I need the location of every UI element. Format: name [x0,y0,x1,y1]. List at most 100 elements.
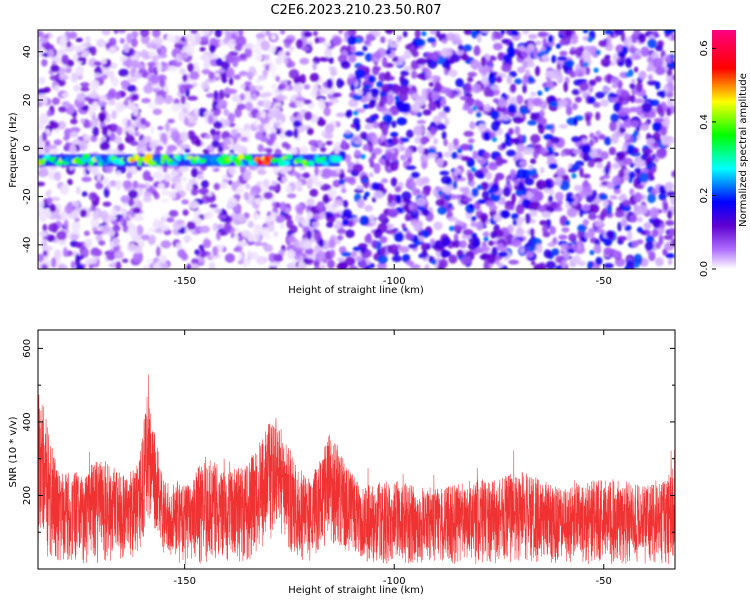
heatmap-cell [602,86,611,93]
heatmap-cell [134,131,140,137]
heatmap-cell [364,204,374,212]
heatmap-cell [38,123,44,131]
y-tick-label: -20 [22,188,33,204]
heatmap-cell [600,57,612,67]
heatmap-cell [269,132,277,142]
heatmap-cell [617,195,628,202]
heatmap-cell [123,42,130,53]
heatmap-cell [348,54,357,63]
heatmap-cell [394,232,404,242]
heatmap-cell [397,35,403,41]
heatmap-band-cell [150,161,156,166]
heatmap-cell [593,156,604,163]
heatmap-cell [652,57,664,68]
heatmap-cell [471,187,479,197]
heatmap-cell [39,230,48,238]
heatmap-cell [48,223,59,233]
heatmap-cell [317,118,326,127]
spectrogram-frame [37,29,676,270]
heatmap-cell [43,209,51,219]
heatmap-cell [645,235,655,244]
heatmap-cell [613,188,621,194]
heatmap-cell [462,197,473,202]
heatmap-band-cell [243,159,248,165]
heatmap-cell [162,164,168,173]
heatmap-cell [191,167,199,178]
heatmap-cell [348,265,358,269]
heatmap-cell [382,113,393,123]
heatmap-cell [622,157,633,165]
heatmap-cell [139,240,145,248]
heatmap-cell [91,101,99,112]
x-tick-label: -50 [596,576,612,587]
heatmap-cell [217,99,228,107]
heatmap-cell [621,204,631,212]
heatmap-cell [346,45,352,53]
heatmap-cell [487,253,496,265]
heatmap-cell [531,260,536,266]
heatmap-cell [314,181,324,187]
heatmap-cell [234,107,242,118]
heatmap-cell [394,95,400,101]
heatmap-cell [38,166,49,178]
heatmap-cell [589,132,595,139]
heatmap-cell [96,38,106,48]
heatmap-cell [589,147,598,158]
heatmap-cell [559,39,566,46]
heatmap-cell [132,207,141,214]
heatmap-cell [593,244,601,254]
heatmap-cell [58,263,68,269]
heatmap-cell [327,259,335,269]
heatmap-cell [81,191,88,197]
heatmap-cell [69,144,77,155]
heatmap-cell [51,97,61,105]
heatmap-cell [542,37,548,48]
heatmap-cell [75,65,84,76]
heatmap-cell [377,254,388,265]
heatmap-cell [47,144,57,150]
heatmap-cell [499,210,511,219]
heatmap-cell [456,194,462,200]
heatmap-cell [452,138,459,147]
heatmap-cell [210,128,216,136]
heatmap-cell [472,150,478,160]
heatmap-cell [160,225,170,232]
heatmap-cell [140,234,151,241]
heatmap-cell [585,114,591,123]
heatmap-cell [606,161,612,171]
heatmap-cell [190,188,199,196]
heatmap-cell [120,195,130,204]
heatmap-cell [643,222,652,230]
heatmap-cell [108,88,117,97]
heatmap-cell [634,157,644,168]
heatmap-cell [539,166,545,174]
heatmap-cell [358,243,368,249]
heatmap-cell [38,181,46,187]
heatmap-cell [147,226,156,232]
heatmap-cell [558,124,568,129]
heatmap-cell [140,49,148,58]
heatmap-cell [460,156,471,161]
heatmap-cell [254,85,264,91]
heatmap-cell [384,30,394,35]
heatmap-cell [631,240,639,248]
heatmap-cell [303,31,313,38]
heatmap-cell [254,224,261,229]
heatmap-cell [214,72,220,78]
heatmap-cell [244,43,255,50]
heatmap-cell [108,37,117,47]
heatmap-cell [457,174,462,180]
heatmap-cell [161,198,169,204]
heatmap-cell [74,44,83,53]
heatmap-cell [489,55,495,61]
heatmap-cell [549,225,556,235]
heatmap-cell [140,117,147,125]
heatmap-cell [280,30,286,35]
heatmap-cell [634,48,642,57]
heatmap-cell [421,30,427,37]
heatmap-cell [611,162,621,170]
heatmap-cell [665,253,675,259]
heatmap-cell [303,172,310,179]
spectrogram-panel: -150 -100 -50 -40 -20 0 20 40 Height of straigh… [8,29,676,296]
heatmap-cell [557,99,568,107]
